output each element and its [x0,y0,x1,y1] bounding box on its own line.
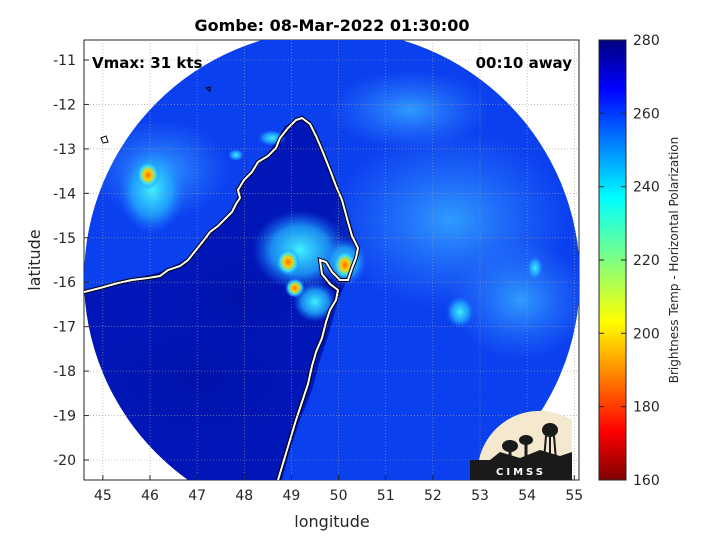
y-tick-label: -12 [53,97,76,113]
y-tick-label: -13 [53,142,76,158]
cimss-logo: CIMSS [470,410,572,480]
brightness-temperature-swath [84,40,579,480]
cimss-logo-text: CIMSS [496,467,546,478]
colorbar: 280 260 240 220 200 180 160 Brightness Temp - … [598,33,681,489]
x-tick-label: 45 [94,488,112,504]
colorbar-ticks: 280 260 240 220 200 180 160 [599,33,660,489]
y-tick-label: -18 [53,364,76,380]
colorbar-tick-label: 260 [633,106,660,122]
small-island [100,135,109,144]
y-tick-label: -14 [53,186,76,202]
y-axis-ticks: -11 -12 -13 -14 -15 -16 -17 -18 -19 -20 [53,53,89,469]
vmax-label: Vmax: 31 kts [92,54,202,72]
x-tick-label: 48 [235,488,253,504]
y-tick-label: -20 [53,453,76,469]
colorbar-tick-label: 200 [633,326,660,342]
colorbar-tick-label: 180 [633,400,660,416]
x-tick-label: 49 [283,488,301,504]
x-tick-label: 47 [188,488,206,504]
x-tick-label: 54 [518,488,536,504]
colorbar-label: Brightness Temp - Horizontal Polarizatio… [667,137,681,384]
x-tick-label: 53 [471,488,489,504]
y-tick-label: -17 [53,320,76,336]
colorbar-tick-label: 220 [633,253,660,269]
y-tick-label: -11 [53,53,76,69]
y-axis-label: latitude [25,229,44,290]
x-axis-ticks: 45 46 47 48 49 50 51 52 53 54 55 [94,475,583,504]
y-tick-label: -16 [53,275,76,291]
y-tick-label: -19 [53,409,76,425]
colorbar-tick-label: 280 [633,33,660,49]
x-axis-label: longitude [294,512,369,531]
y-tick-label: -15 [53,231,76,247]
x-tick-label: 46 [141,488,159,504]
x-tick-label: 51 [377,488,395,504]
figure-title: Gombe: 08-Mar-2022 01:30:00 [195,16,470,35]
time-away-label: 00:10 away [476,54,573,72]
colorbar-tick-label: 160 [633,473,660,489]
grid-lines [84,40,579,480]
colorbar-tick-label: 240 [633,180,660,196]
x-tick-label: 50 [330,488,348,504]
x-tick-label: 55 [565,488,583,504]
x-tick-label: 52 [424,488,442,504]
